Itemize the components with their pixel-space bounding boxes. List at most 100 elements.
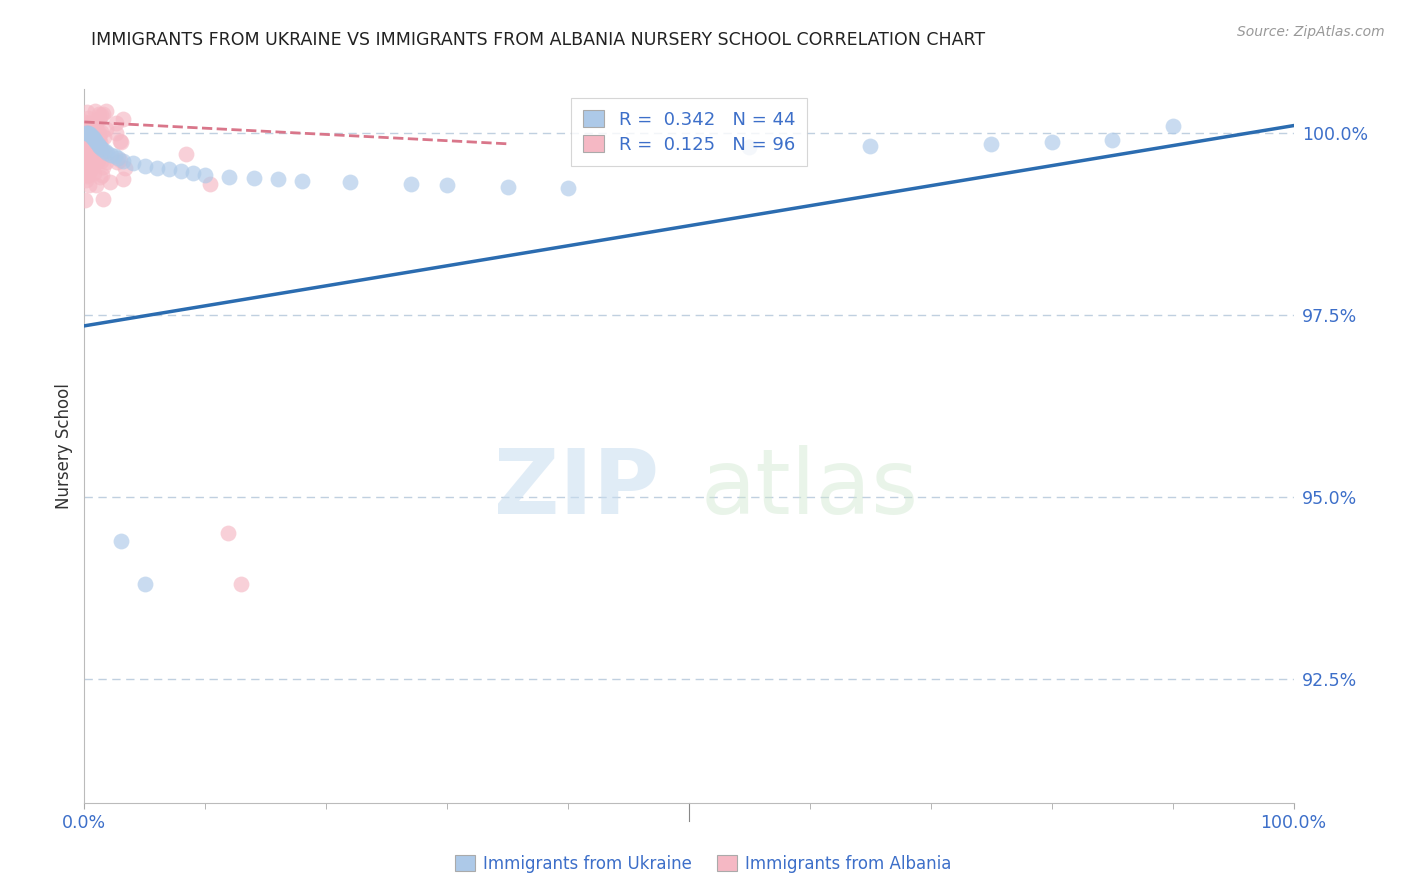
Point: [146, 161, 169, 175]
Point: [87, 138, 110, 153]
Point: [436, 178, 458, 193]
Point: [79, 116, 101, 130]
Point: [75, 167, 97, 181]
Point: [87, 139, 110, 153]
Point: [84, 178, 107, 193]
Point: [79, 148, 101, 162]
Point: [82, 119, 104, 133]
Point: [84, 133, 107, 147]
Point: [84, 122, 107, 136]
Point: [77, 126, 100, 140]
Point: [111, 172, 134, 186]
Point: [79, 161, 101, 176]
Point: [77, 178, 100, 193]
Point: [76, 130, 98, 145]
Point: [93, 129, 115, 144]
Point: [217, 526, 239, 541]
Point: [90, 168, 112, 182]
Point: [90, 125, 112, 139]
Point: [87, 112, 110, 127]
Point: [87, 126, 110, 140]
Point: [82, 129, 104, 144]
Point: [399, 177, 422, 191]
Point: [83, 119, 105, 133]
Point: [91, 192, 114, 206]
Point: [80, 145, 103, 159]
Point: [76, 152, 98, 166]
Point: [96, 146, 118, 161]
Point: [104, 149, 127, 163]
Point: [84, 120, 107, 134]
Point: [75, 124, 97, 138]
Point: [94, 103, 117, 118]
Point: [80, 120, 103, 135]
Point: [291, 174, 314, 188]
Point: [89, 146, 111, 161]
Point: [75, 150, 97, 164]
Point: [77, 139, 100, 153]
Point: [157, 162, 180, 177]
Point: [80, 155, 103, 169]
Point: [104, 115, 127, 129]
Point: [77, 111, 100, 125]
Point: [339, 175, 361, 189]
Point: [75, 126, 97, 140]
Point: [90, 108, 112, 122]
Point: [1161, 119, 1184, 133]
Point: [86, 136, 108, 151]
Point: [75, 173, 97, 187]
Point: [91, 160, 114, 174]
Point: [77, 147, 100, 161]
Point: [77, 135, 100, 149]
Point: [242, 171, 264, 186]
Point: [91, 106, 114, 120]
Point: [76, 132, 98, 146]
Point: [108, 134, 131, 148]
Point: [73, 115, 96, 129]
Point: [114, 161, 136, 176]
Point: [107, 152, 129, 166]
Point: [83, 166, 105, 180]
Point: [83, 103, 105, 118]
Point: [110, 533, 132, 548]
Point: [87, 136, 110, 150]
Point: [87, 151, 110, 165]
Text: atlas: atlas: [702, 445, 920, 533]
Point: [93, 145, 115, 160]
Point: [89, 170, 111, 185]
Point: [89, 140, 111, 154]
Point: [198, 177, 221, 191]
Point: [89, 135, 111, 149]
Point: [80, 129, 103, 144]
Point: [80, 145, 103, 159]
Point: [82, 137, 104, 152]
Point: [267, 172, 290, 186]
Point: [79, 163, 101, 178]
Point: [76, 126, 98, 140]
Point: [77, 140, 100, 154]
Point: [859, 139, 882, 153]
Point: [181, 166, 204, 180]
Point: [94, 155, 117, 169]
Point: [87, 107, 110, 121]
Point: [100, 147, 122, 161]
Text: Source: ZipAtlas.com: Source: ZipAtlas.com: [1237, 25, 1385, 39]
Y-axis label: Nursery School: Nursery School: [55, 383, 73, 509]
Text: ZIP: ZIP: [494, 445, 659, 533]
Point: [496, 179, 519, 194]
Point: [73, 132, 96, 146]
Point: [76, 134, 98, 148]
Point: [87, 139, 110, 153]
Point: [75, 167, 97, 181]
Point: [105, 126, 128, 140]
Point: [90, 153, 112, 168]
Point: [108, 153, 131, 168]
Point: [73, 161, 96, 176]
Point: [79, 128, 101, 142]
Point: [83, 153, 105, 168]
Point: [76, 167, 98, 181]
Point: [229, 577, 252, 591]
Point: [557, 181, 579, 195]
Point: [77, 130, 100, 145]
Point: [90, 145, 112, 160]
